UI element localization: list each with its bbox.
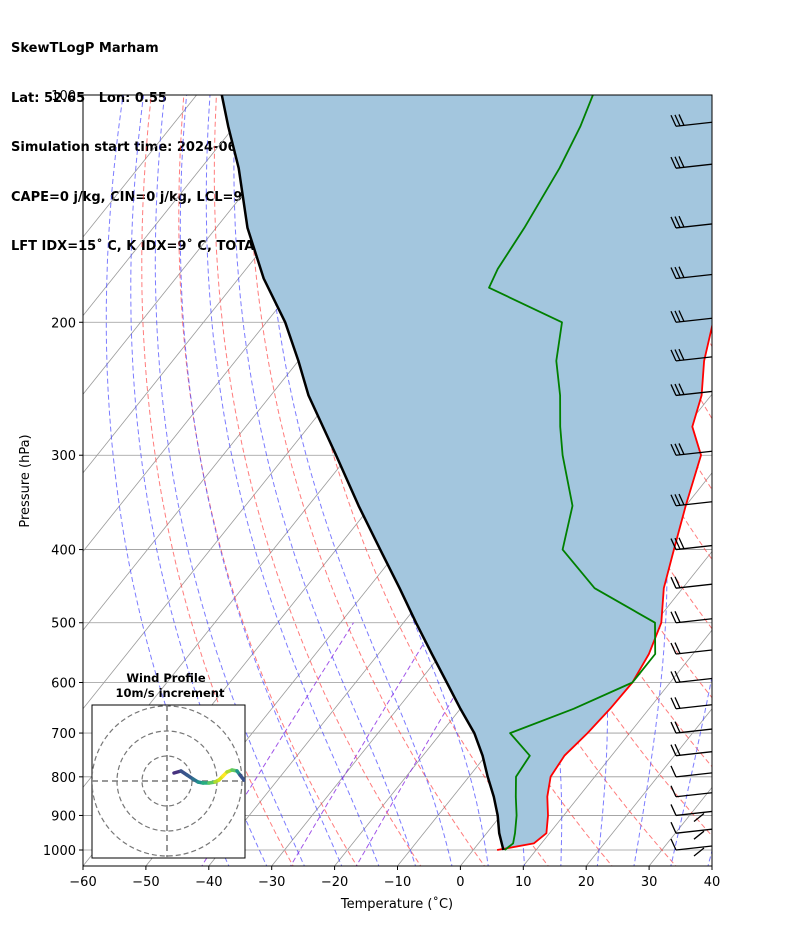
moist-adiabat-line — [205, 95, 380, 866]
wind-barb — [670, 537, 713, 551]
wind-barb — [670, 804, 713, 822]
axis-ticks: −60 −50 −40 −30 −20 −10 0 10 20 30 40 100 200 300 400 5… — [43, 89, 720, 890]
moist-adiabat-line — [263, 95, 453, 866]
x-tick-label: 30 — [641, 875, 658, 890]
moist-adiabat-line — [550, 95, 668, 866]
moist-adiabat-line — [154, 95, 305, 866]
wind-barb — [670, 821, 713, 840]
cin-shading — [221, 95, 712, 850]
dry-adiabat-line — [704, 95, 712, 115]
wind-barb — [670, 383, 713, 397]
wind-barb — [670, 611, 713, 624]
x-tick-label: −50 — [132, 875, 159, 890]
moist-adiabat-line — [707, 848, 712, 866]
dry-adiabat-line — [738, 95, 794, 869]
x-tick-label: −20 — [321, 875, 348, 890]
y-axis-label: Pressure (hPa) — [18, 434, 33, 527]
x-tick-label: 0 — [456, 875, 464, 890]
dry-adiabat-line — [574, 95, 712, 420]
moist-adiabat-line — [233, 95, 417, 866]
hodograph-segment — [238, 773, 245, 782]
y-tick-label: 600 — [51, 677, 76, 692]
y-tick-label: 400 — [51, 544, 76, 559]
dry-adiabat-line — [248, 95, 486, 866]
x-axis-label: Temperature (˚C) — [340, 896, 453, 912]
wind-barb — [670, 838, 713, 857]
series-layer — [220, 95, 712, 851]
wind-barb — [670, 670, 713, 684]
dewpoint-line — [488, 95, 657, 851]
x-tick-label: −30 — [258, 875, 285, 890]
isotherm-line — [522, 629, 712, 866]
dry-adiabat-line — [141, 95, 294, 866]
wind-barb — [670, 493, 713, 507]
wind-barb — [670, 576, 713, 589]
moist-adiabat-line — [179, 95, 343, 866]
wind-barb — [670, 443, 713, 456]
inset-title: Wind Profile — [126, 671, 206, 685]
wind-barb — [670, 310, 713, 323]
wind-barb — [670, 114, 713, 127]
x-tick-label: −40 — [195, 875, 222, 890]
mixing-ratio-line — [290, 622, 437, 866]
x-tick-label: 10 — [515, 875, 532, 890]
x-tick-label: −60 — [69, 875, 96, 890]
y-tick-label: 200 — [51, 316, 76, 331]
y-tick-label: 700 — [51, 727, 76, 742]
wind-barb — [670, 697, 713, 710]
dry-adiabat-line — [444, 95, 712, 699]
header-line-location: Lat: 52.65 Lon: 0.55 — [11, 90, 167, 106]
inset-plot — [92, 705, 245, 858]
isotherm-line — [772, 78, 794, 869]
isotherm-line — [711, 865, 712, 866]
dry-adiabat-line — [213, 95, 422, 866]
x-tick-label: −10 — [384, 875, 411, 890]
wind-barb — [670, 266, 713, 280]
wind-barb — [670, 215, 713, 229]
wind-barb — [670, 785, 713, 798]
header-line-title: SkewTLogP Marham — [11, 41, 159, 56]
wind-barb — [670, 348, 713, 362]
dry-adiabat-line — [378, 95, 712, 837]
y-tick-label: 500 — [51, 617, 76, 632]
wind-barbs — [670, 114, 713, 857]
x-tick-label: 20 — [578, 875, 595, 890]
wind-barb — [670, 156, 713, 169]
y-tick-label: 800 — [51, 771, 76, 786]
wind-barb — [670, 642, 713, 655]
temperature-line — [496, 322, 712, 851]
inset-subtitle: 10m/s increment — [116, 686, 225, 700]
wind-barb — [670, 765, 713, 778]
wind-profile-inset: Wind Profile 10m/s increment — [91, 671, 246, 859]
wind-barb — [670, 721, 713, 734]
dry-adiabat-line — [770, 95, 794, 869]
y-tick-label: 300 — [51, 449, 76, 464]
y-tick-label: 100 — [51, 89, 76, 104]
isotherm-line — [83, 95, 261, 317]
y-tick-label: 900 — [51, 809, 76, 824]
x-tick-label: 40 — [704, 875, 721, 890]
isotherm-line — [83, 95, 323, 395]
isotherm-line — [585, 708, 712, 866]
dry-adiabat-line — [178, 95, 358, 866]
parcel-line — [220, 95, 505, 851]
wind-barb — [670, 744, 713, 757]
isotherm-line — [83, 95, 198, 238]
y-tick-label: 1000 — [43, 844, 76, 859]
